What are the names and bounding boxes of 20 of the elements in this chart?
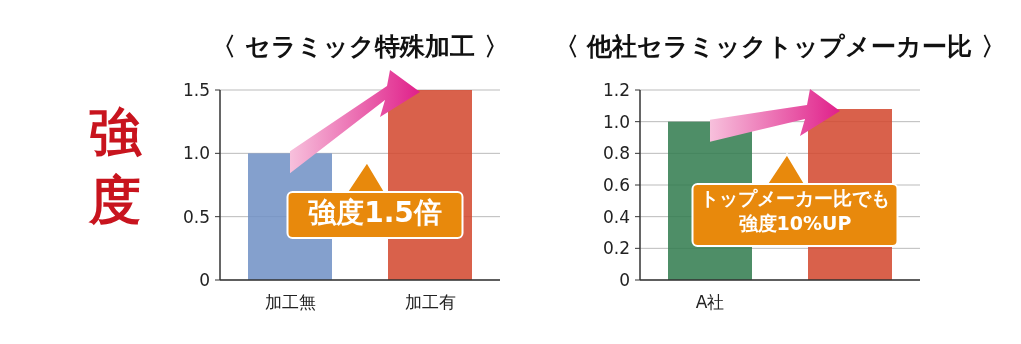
y-tick-label: 0.2: [602, 238, 630, 259]
annotation: 強度10%UP: [738, 212, 852, 234]
y-tick-label: 0: [619, 270, 630, 290]
annotation: トップメーカー比でも: [700, 187, 890, 209]
x-tick-label: 加工無: [264, 292, 316, 312]
text: 強度: [88, 102, 142, 230]
y-tick-label: 1.2: [602, 80, 630, 100]
x-tick-label: 加工有: [404, 292, 456, 312]
y-tick-label: 1.0: [602, 111, 630, 132]
y-tick-label: 1.5: [182, 80, 210, 100]
x-tick-label: A社: [695, 292, 725, 312]
chart-title: 〈 他社セラミックトップメーカー比 〉: [553, 32, 1007, 61]
y-tick-label: 1.0: [182, 143, 210, 164]
y-tick-label: 0.8: [602, 143, 630, 164]
y-tick-label: 0.4: [602, 206, 630, 227]
annotation: 強度1.5倍: [308, 196, 442, 229]
chart-title: 〈 セラミック特殊加工 〉: [211, 32, 509, 61]
y-tick-label: 0: [199, 270, 210, 290]
y-tick-label: 0.6: [602, 175, 630, 195]
y-tick-label: 0.5: [182, 206, 210, 227]
